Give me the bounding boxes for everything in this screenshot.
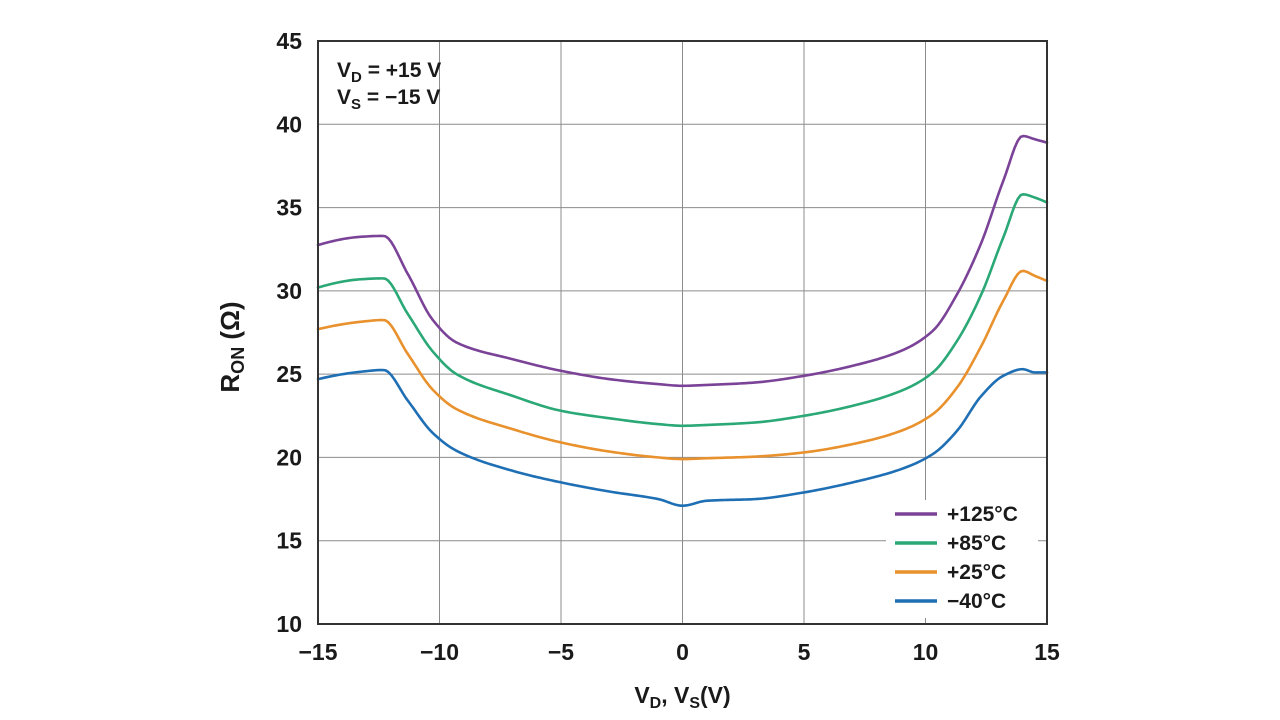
svg-text:+125°C: +125°C <box>947 503 1018 526</box>
svg-text:15: 15 <box>276 528 302 554</box>
svg-text:−15: −15 <box>298 639 337 665</box>
svg-text:5: 5 <box>798 639 811 665</box>
svg-text:10: 10 <box>913 639 939 665</box>
svg-text:15: 15 <box>1034 639 1060 665</box>
svg-text:+85°C: +85°C <box>947 532 1006 555</box>
svg-text:20: 20 <box>276 444 302 470</box>
svg-text:10: 10 <box>276 611 302 637</box>
svg-text:35: 35 <box>276 195 302 221</box>
svg-text:45: 45 <box>276 28 302 54</box>
svg-text:−10: −10 <box>420 639 459 665</box>
svg-text:+25°C: +25°C <box>947 561 1006 584</box>
svg-text:0: 0 <box>676 639 689 665</box>
svg-text:25: 25 <box>276 361 302 387</box>
svg-text:30: 30 <box>276 278 302 304</box>
svg-text:RON (Ω): RON (Ω) <box>215 301 248 392</box>
svg-text:VD, VS(V): VD, VS(V) <box>634 682 730 712</box>
svg-text:−5: −5 <box>548 639 574 665</box>
svg-text:40: 40 <box>276 111 302 137</box>
svg-text:−40°C: −40°C <box>947 590 1006 613</box>
